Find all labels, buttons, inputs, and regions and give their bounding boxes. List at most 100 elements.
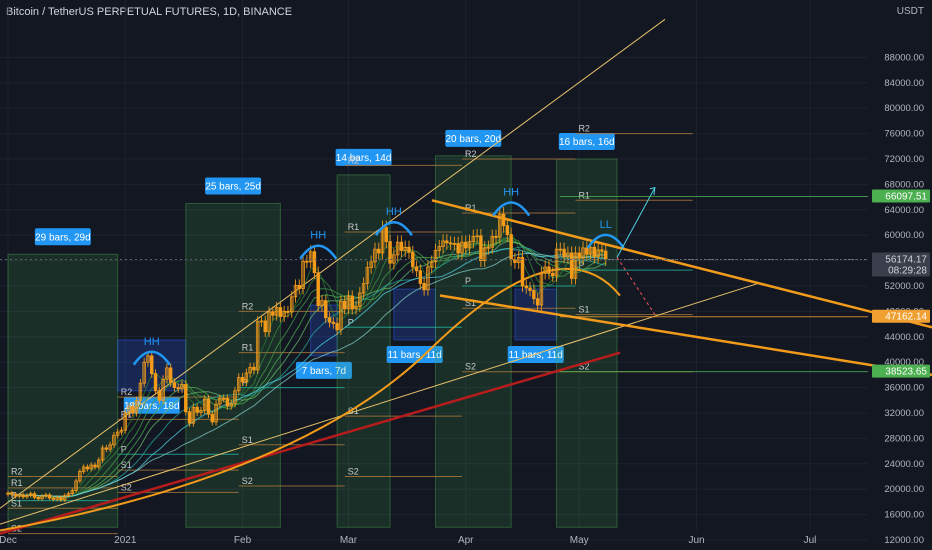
candle — [297, 284, 302, 289]
y-tick-label: 24000.00 — [884, 459, 924, 470]
candle — [244, 372, 249, 383]
measure-label: 14 bars, 14d — [336, 153, 392, 164]
candle — [308, 251, 313, 263]
candle — [524, 285, 528, 289]
candle — [305, 260, 309, 263]
pivot-label: S1 — [348, 406, 359, 416]
candle — [221, 397, 226, 400]
candle — [290, 296, 294, 313]
candle — [577, 252, 581, 259]
y-tick-label: 80000.00 — [884, 103, 924, 114]
pivot-label: S2 — [578, 362, 589, 372]
y-tick-label: 52000.00 — [884, 281, 924, 292]
y-tick-label: 68000.00 — [884, 179, 924, 190]
candle — [335, 323, 339, 331]
pivot-label: R2 — [578, 124, 590, 134]
candle — [346, 295, 351, 310]
pattern-label: HH — [310, 230, 326, 242]
projection-arrow — [616, 187, 656, 258]
measure-label-box — [335, 148, 392, 166]
candle — [566, 252, 570, 258]
measure-label: 20 bars, 20d — [446, 134, 502, 145]
candle — [320, 300, 324, 307]
candle — [535, 298, 540, 306]
candle — [240, 377, 245, 383]
candle — [324, 300, 328, 319]
pivot-label: R1 — [242, 343, 254, 353]
candle — [494, 236, 498, 238]
x-tick-label: 2021 — [114, 535, 137, 546]
measure-label: 16 bars, 16d — [559, 137, 615, 148]
candle — [418, 270, 423, 284]
candle — [573, 252, 578, 279]
candle — [547, 266, 551, 274]
candle — [429, 261, 434, 268]
candle — [108, 444, 112, 450]
candle — [263, 320, 267, 333]
trendline-upper — [0, 18, 666, 509]
candle — [100, 447, 105, 461]
candle — [131, 406, 135, 414]
trendlines — [0, 18, 932, 535]
pivot-label: R1 — [348, 222, 360, 232]
measure-label-box — [445, 129, 502, 147]
candle — [218, 397, 222, 405]
candle — [286, 310, 290, 313]
pivot-label: S1 — [11, 498, 22, 508]
candle — [448, 242, 453, 245]
candle — [119, 429, 124, 433]
candle — [10, 492, 14, 495]
candle — [543, 266, 547, 274]
ma-ribbon-line — [7, 240, 606, 497]
ma-ribbon-line — [7, 253, 606, 497]
pivot-label: R1 — [578, 190, 590, 200]
candle — [134, 399, 139, 414]
candle — [157, 390, 162, 401]
candle — [403, 246, 407, 251]
candle — [180, 384, 184, 390]
candle — [293, 284, 298, 298]
pivot-label: S2 — [465, 362, 476, 372]
measure-label: 11 bars, 11d — [509, 350, 563, 361]
candle — [150, 355, 154, 375]
pivot-label: R2 — [242, 301, 254, 311]
y-tick-label: 84000.00 — [884, 78, 924, 89]
measure-box — [185, 202, 281, 528]
candle — [153, 373, 158, 392]
candle — [596, 249, 600, 258]
y-tick-label: 60000.00 — [884, 230, 924, 241]
currency-label: USDT — [896, 6, 924, 17]
candle — [6, 492, 10, 495]
candle — [422, 283, 426, 291]
pivot-label: P — [465, 276, 471, 286]
x-tick-label: May — [570, 535, 589, 546]
candle — [520, 257, 525, 287]
y-tick-label: 88000.00 — [884, 52, 924, 63]
candle — [301, 260, 305, 289]
price-tag — [872, 189, 930, 203]
price-tag-timer: 08:29:28 — [888, 265, 927, 276]
pattern-arc — [586, 233, 625, 249]
candle — [59, 497, 63, 501]
candle — [74, 480, 78, 491]
pivot-label: S1 — [578, 305, 589, 315]
x-axis: Dec 2021 Feb Mar Apr May Jun Jul — [0, 535, 816, 546]
candle — [89, 464, 93, 470]
candle — [331, 321, 336, 324]
candle — [539, 272, 544, 306]
price-tag-value: 56174.17 — [885, 254, 927, 265]
candle — [51, 497, 56, 500]
candle — [361, 283, 366, 294]
pivot-label: P — [121, 444, 127, 454]
candle — [581, 247, 585, 259]
candle — [471, 236, 476, 242]
candle — [460, 241, 464, 254]
candle — [369, 261, 373, 268]
pattern-arc — [299, 244, 338, 260]
candle — [237, 377, 241, 392]
y-tick-label: 16000.00 — [884, 510, 924, 521]
x-tick-label: Dec — [0, 535, 17, 546]
ma-200 — [0, 351, 621, 535]
measure-zones: 29 bars, 29d 18 bars, 18d 25 bars, 25d 7 ba… — [7, 129, 618, 528]
